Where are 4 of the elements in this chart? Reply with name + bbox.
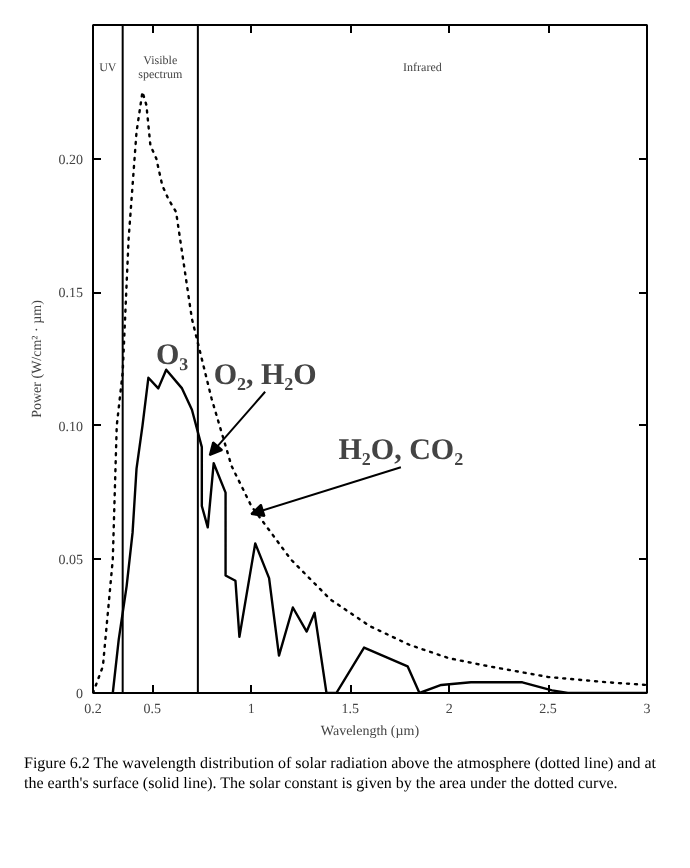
annotation: O₃ — [155, 340, 190, 373]
annotation: O₂, H₂O — [213, 359, 317, 392]
caption: Figure 6.2 The wavelength distribution of solar radiation above the atmosphere (dotted line) and at the earth's surface (solid line). The solar constant is given by the area under the dotted curve. — [24, 754, 658, 793]
annotation: H₂O, CO₂ — [338, 435, 465, 468]
